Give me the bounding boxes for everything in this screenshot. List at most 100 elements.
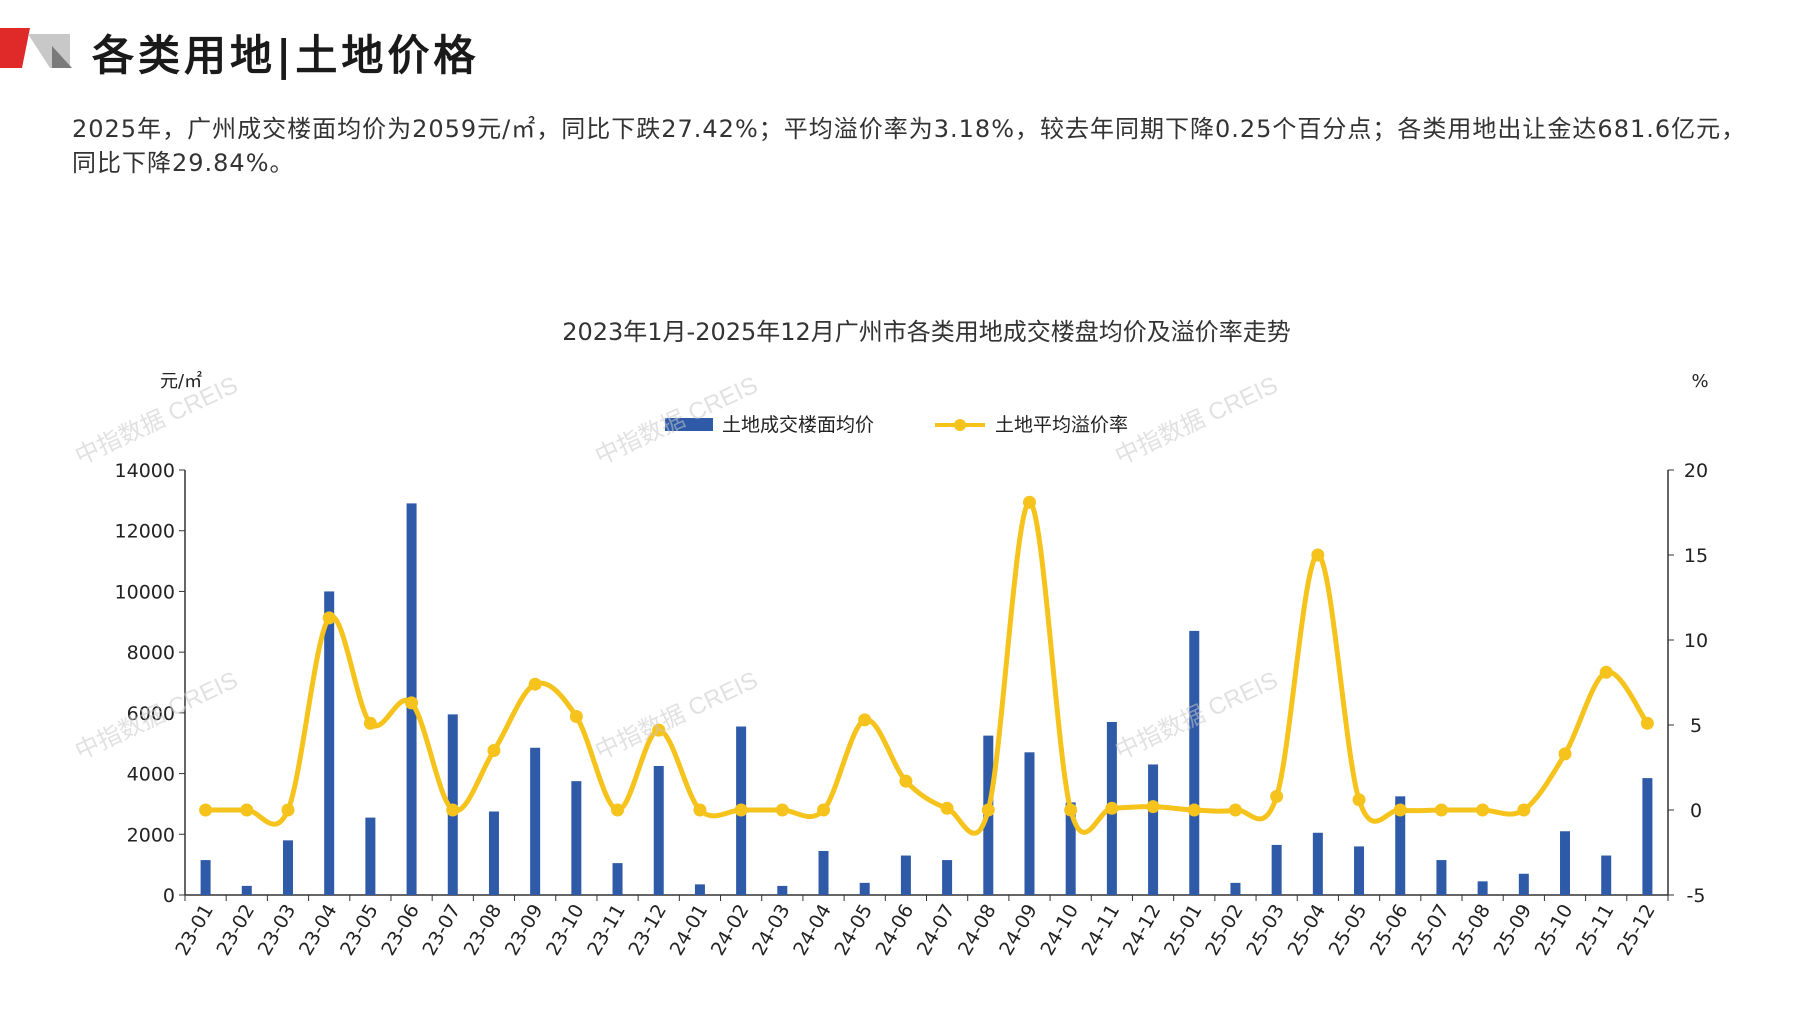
premium-rate-point (1146, 800, 1160, 814)
x-tick-label: 24-12 (1119, 901, 1166, 960)
bar (324, 591, 335, 895)
premium-rate-point (817, 803, 831, 817)
premium-rate-point (940, 801, 954, 815)
x-tick-label: 24-09 (995, 901, 1042, 960)
bar (612, 863, 623, 895)
premium-rate-point (487, 744, 501, 757)
premium-rate-point (363, 716, 377, 730)
legend-bar-swatch (665, 418, 713, 431)
chart-container: 2023年1月-2025年12月广州市各类用地成交楼盘均价及溢价率走势 元/㎡% 土… (0, 310, 1797, 1000)
premium-rate-point (1640, 716, 1654, 730)
x-tick-label: 24-07 (913, 901, 960, 960)
bar (365, 817, 376, 895)
y-right-tick-label: 0 (1690, 800, 1702, 822)
bar (859, 882, 870, 895)
x-tick-label: 24-08 (954, 901, 1001, 960)
x-tick-label: 23-12 (624, 901, 671, 960)
y-left-tick-label: 0 (163, 885, 175, 907)
y-left-tick-label: 8000 (127, 642, 175, 664)
bar (1230, 882, 1241, 895)
x-tick-label: 23-03 (254, 901, 301, 960)
legend-line-label: 土地平均溢价率 (995, 414, 1128, 436)
x-tick-label: 25-08 (1448, 901, 1495, 960)
x-tick-label: 24-11 (1078, 901, 1125, 960)
page-title: 各类用地|土地价格 (92, 31, 480, 80)
bar (653, 765, 664, 895)
x-tick-label: 25-11 (1572, 901, 1619, 960)
y-right-unit-label: % (1691, 371, 1708, 392)
y-left-tick-label: 2000 (127, 824, 175, 846)
x-tick-label: 25-12 (1613, 901, 1660, 960)
bar (1436, 860, 1447, 895)
premium-rate-point (240, 803, 254, 817)
x-tick-label: 23-04 (295, 901, 342, 960)
legend-bar-label: 土地成交楼面均价 (722, 414, 874, 436)
x-tick-label: 25-02 (1201, 901, 1248, 960)
y-right-tick-label: 15 (1684, 545, 1708, 567)
x-tick-label: 24-06 (872, 901, 919, 960)
premium-rate-point (199, 803, 213, 817)
y-left-tick-label: 12000 (115, 521, 175, 543)
x-tick-label: 23-06 (377, 901, 424, 960)
premium-rate-point (1517, 803, 1531, 817)
bar (571, 781, 582, 895)
premium-rate-point (1311, 548, 1325, 562)
x-tick-label: 23-10 (542, 901, 589, 960)
premium-rate-point (775, 803, 789, 817)
bar (900, 855, 911, 895)
premium-rate-point (1228, 803, 1242, 817)
logo-dark-shape (52, 46, 72, 68)
x-tick-label: 25-04 (1284, 901, 1331, 960)
logo-red-shape (0, 28, 30, 68)
x-tick-label: 24-01 (666, 901, 713, 960)
x-tick-label: 25-03 (1242, 901, 1289, 960)
bar (694, 884, 705, 895)
watermark: 中指数据 CREIS (71, 667, 242, 766)
bar (241, 885, 252, 895)
premium-rate-point (1064, 803, 1078, 817)
premium-rate-point (1352, 793, 1366, 807)
premium-rate-point (981, 803, 995, 817)
premium-rate-point (1022, 495, 1036, 509)
y-right-tick-label: 20 (1684, 460, 1708, 482)
x-tick-label: 23-01 (171, 901, 218, 960)
premium-rate-point (1270, 789, 1284, 803)
premium-rate-point (569, 710, 583, 723)
premium-rate-point (1187, 803, 1201, 817)
brand-logo (0, 28, 72, 68)
bar (1560, 831, 1571, 895)
x-tick-label: 25-05 (1325, 901, 1372, 960)
premium-rate-point (1105, 801, 1119, 815)
y-left-tick-label: 4000 (127, 764, 175, 786)
bar (1024, 752, 1035, 895)
premium-rate-point (899, 774, 913, 788)
premium-rate-point (734, 803, 748, 817)
y-left-tick-label: 10000 (115, 581, 175, 603)
premium-rate-point (1476, 803, 1490, 817)
x-tick-label: 24-05 (830, 901, 877, 960)
x-tick-label: 24-10 (1036, 901, 1083, 960)
y-right-tick-label: -5 (1687, 885, 1706, 907)
bar (1518, 873, 1529, 895)
x-tick-label: 23-07 (418, 901, 465, 960)
x-tick-label: 24-02 (707, 901, 754, 960)
premium-rate-point (528, 677, 542, 691)
bar (777, 885, 788, 895)
bar (1312, 832, 1323, 895)
y-right-tick-label: 10 (1684, 630, 1708, 652)
bar (530, 747, 541, 895)
x-tick-label: 25-06 (1366, 901, 1413, 960)
y-left-tick-label: 14000 (115, 460, 175, 482)
x-tick-label: 25-09 (1489, 901, 1536, 960)
premium-rate-point (858, 713, 872, 727)
x-tick-label: 23-02 (212, 901, 259, 960)
bar (1189, 630, 1200, 895)
bar (1642, 778, 1653, 895)
premium-rate-point (611, 803, 625, 817)
y-right-tick-label: 5 (1690, 715, 1702, 737)
bar (1065, 802, 1076, 895)
premium-rate-point (1599, 665, 1613, 679)
x-tick-label: 23-09 (501, 901, 548, 960)
summary-text: 2025年，广州成交楼面均价为2059元/㎡，同比下跌27.42%；平均溢价率为… (72, 115, 1747, 177)
legend-line-marker (954, 419, 966, 431)
